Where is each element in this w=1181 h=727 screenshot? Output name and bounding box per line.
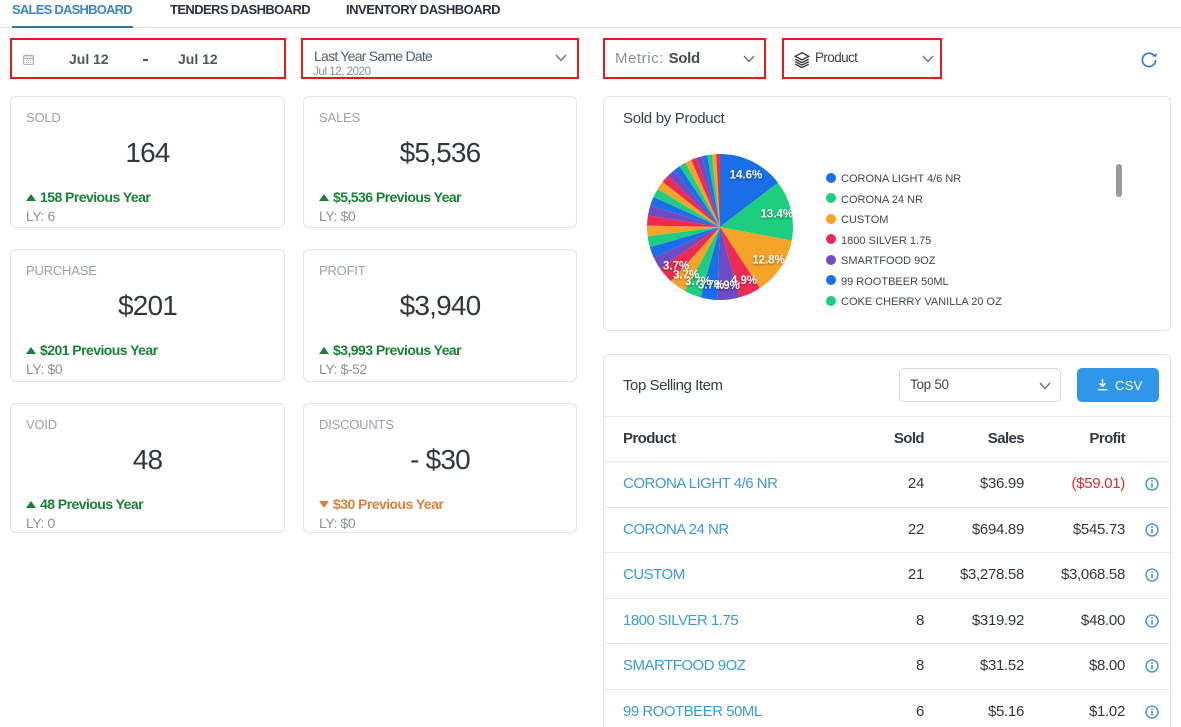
svg-text:12.8%: 12.8%: [752, 255, 785, 267]
svg-text:3.7%: 3.7%: [663, 261, 689, 273]
svg-text:14.6%: 14.6%: [730, 170, 763, 182]
svg-text:4.9%: 4.9%: [731, 275, 757, 287]
svg-text:3.7%: 3.7%: [685, 276, 711, 288]
svg-text:3.7%: 3.7%: [698, 280, 724, 292]
svg-text:4.9%: 4.9%: [714, 280, 740, 292]
svg-text:13.4%: 13.4%: [760, 209, 793, 221]
svg-text:3.7%: 3.7%: [673, 270, 699, 282]
